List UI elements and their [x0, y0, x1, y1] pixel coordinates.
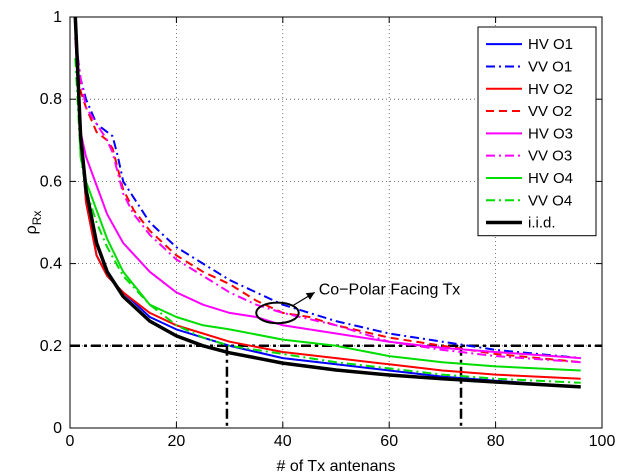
series-line-8: [73, 16, 581, 389]
x-tick-label: 20: [168, 433, 186, 450]
annotation-text: Co−Polar Facing Tx: [319, 281, 461, 298]
series-line-5: [74, 37, 581, 364]
series-line-3: [74, 37, 581, 364]
legend-label-0: HV O1: [528, 36, 573, 53]
y-tick-label: 0.8: [40, 91, 62, 108]
legend: HV O1 VV O1 HV O2 VV O2 HV O3 VV O3 HV O4 VV O4…: [477, 26, 597, 237]
legend-label-2: HV O2: [528, 81, 573, 98]
y-tick-label: 0.4: [40, 256, 62, 273]
legend-label-8: i.i.d.: [528, 215, 556, 232]
y-axis-label: ρRx: [23, 211, 44, 235]
x-tick-label: 40: [274, 433, 292, 450]
y-tick-label: 0.2: [40, 338, 62, 355]
legend-label-5: VV O3: [528, 148, 572, 165]
y-tick-label: 0.6: [40, 173, 62, 190]
y-axis-label-subscript: Rx: [30, 211, 44, 226]
legend-label-4: HV O3: [528, 125, 573, 142]
legend-label-6: HV O4: [528, 170, 573, 187]
plot-frame: [69, 16, 603, 429]
legend-label-7: VV O4: [528, 192, 572, 209]
series-line-1: [74, 37, 581, 360]
series-line-2: [74, 16, 581, 380]
annotation-ellipse: [255, 301, 300, 325]
axis-ticks: 0 20 40 60 80 100 0 0.2 0.4 0.6 0.8 1: [40, 9, 616, 450]
y-axis-label-main: ρ: [23, 225, 40, 234]
x-tick-label: 100: [589, 433, 616, 450]
series-line-6: [74, 16, 581, 372]
annotation-arrow-head: [305, 292, 315, 300]
legend-box: [477, 26, 597, 237]
y-tick-label: 0: [53, 420, 62, 437]
x-tick-label: 80: [487, 433, 505, 450]
legend-label-1: VV O1: [528, 58, 572, 75]
x-tick-label: 0: [66, 433, 75, 450]
x-axis-label: # of Tx antenans: [277, 458, 396, 475]
y-tick-label: 1: [53, 9, 62, 26]
legend-label-3: VV O2: [528, 103, 572, 120]
annotation: Co−Polar Facing Tx: [255, 281, 461, 325]
series-lines: [73, 16, 581, 389]
x-tick-label: 60: [380, 433, 398, 450]
